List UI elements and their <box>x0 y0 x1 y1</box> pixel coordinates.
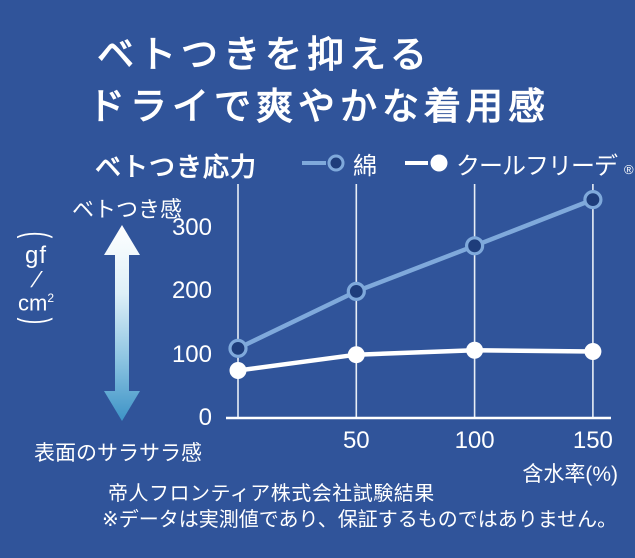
x-axis-unit-label: 含水率(%) <box>522 463 618 486</box>
page-title-line1: ベトつきを抑える <box>97 34 432 75</box>
page-title-line2: ドライで爽やかな着用感 <box>88 86 550 127</box>
cotton-marker-icon <box>302 154 345 172</box>
y-axis-unit: ( gf / cm2 ) <box>10 228 62 328</box>
y-high-annotation: ベトつき感 <box>72 197 183 222</box>
legend-item-cotton: 綿 <box>300 148 377 180</box>
chart-title: ベトつき応力 <box>95 152 258 182</box>
coolfriede-marker-icon <box>405 154 448 172</box>
legend-item-coolfriede: クールフリーデ ® <box>403 148 634 180</box>
unit-numerator: gf <box>24 242 47 269</box>
legend-label-cotton: 綿 <box>353 152 377 180</box>
y-low-annotation: 表面のサラサラ感 <box>34 442 202 465</box>
source-note: 帝人フロンティア株式会社試験結果 <box>108 483 435 505</box>
disclaimer-note: ※データは実測値であり、保証するものではありません。 <box>102 509 618 531</box>
legend-label-coolfriede: クールフリーデ <box>456 152 618 180</box>
registered-trademark-symbol: ® <box>624 162 634 177</box>
unit-denominator: cm2 <box>17 290 54 316</box>
double-arrow-icon <box>104 225 140 421</box>
